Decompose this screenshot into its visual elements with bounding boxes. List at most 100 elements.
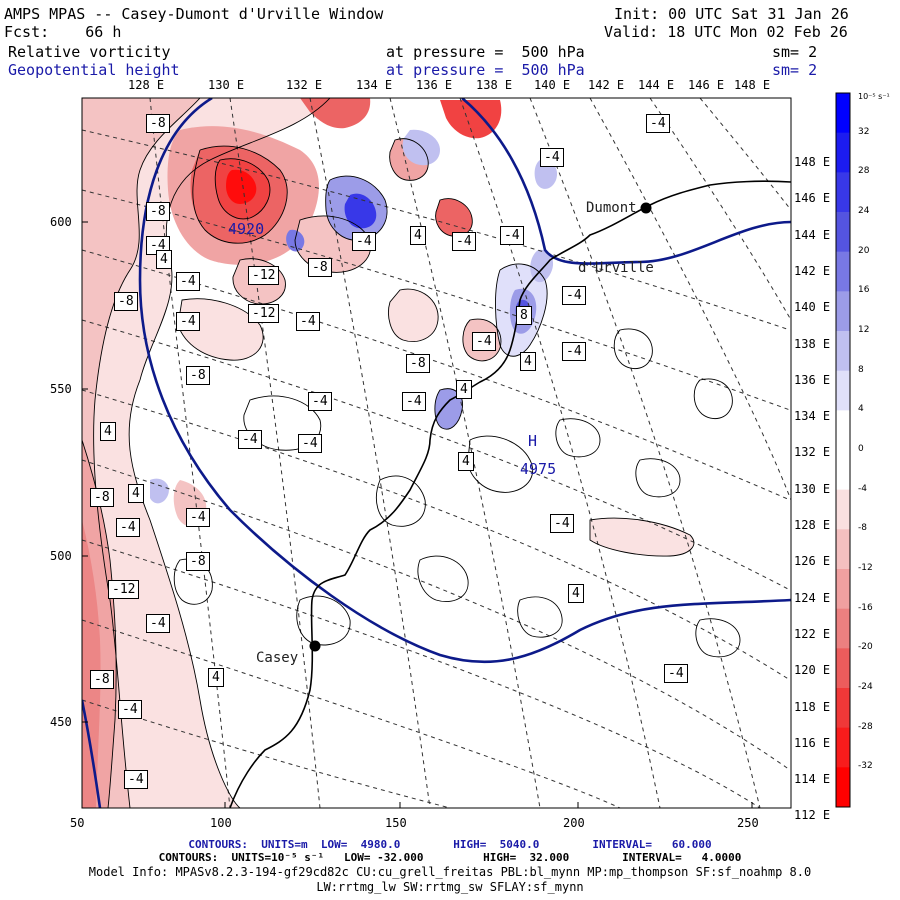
colorbar-tick-label: 8 [858,364,864,375]
colorbar-tick-label: 20 [858,245,870,256]
dumont-label-line1: Dumont [586,200,637,216]
contour-label: -8 [308,258,332,277]
contour-label: 4 [208,668,224,687]
right-longitude-label: 136 E [794,372,831,387]
colorbar-tick-label: 4 [858,404,864,415]
contour-label: -4 [540,148,564,167]
height-label: 4975 [520,460,557,478]
right-longitude-label: 122 E [794,626,831,641]
top-longitude-label: 130 E [208,78,245,92]
right-longitude-label: 148 E [794,155,831,169]
footer-vorticity-contours: CONTOURS: UNITS=10⁻⁵ s⁻¹ LOW= -32.000 HI… [158,851,742,864]
y-axis-label: 550 [50,382,72,396]
forecast-hour: Fcst: 66 h [4,23,122,41]
casey-label: Casey [256,650,299,666]
contour-label: -4 [176,272,200,291]
field2-smoothing: sm= 2 [772,61,818,79]
colorbar-swatch [836,489,850,530]
colorbar-swatch [836,93,850,134]
right-longitude-label: 132 E [794,445,831,460]
contour-label: 4 [156,250,172,269]
colorbar-swatch [836,569,850,610]
top-longitude-label: 144 E [638,78,675,92]
contour-label: -4 [646,114,670,133]
right-longitude-label: 144 E [794,227,831,242]
init-time: Init: 00 UTC Sat 31 Jan 26 [614,5,849,23]
bottom-axis-ticks [81,802,753,808]
top-longitude-label: 140 E [534,78,571,92]
colorbar-tick-label: -4 [858,483,867,494]
field2-name: Geopotential height [8,61,180,79]
map-plot-area [82,98,791,808]
contour-label: -4 [186,508,210,527]
dumont-durville-station-marker [640,202,652,214]
contour-label: -8 [90,488,114,507]
field1-smoothing: sm= 2 [772,43,818,61]
right-longitude-label: 146 E [794,191,831,206]
contour-label: -4 [562,286,586,305]
contour-label: -8 [146,114,170,133]
right-longitude-label: 124 E [794,590,831,605]
colorbar-swatch [836,608,850,649]
contour-label: -12 [248,266,280,285]
footer-model-info: Model Info: MPASv8.2.3-194-gf29cd82c CU:… [88,865,812,879]
height-label: H [528,432,538,450]
contour-label: -8 [146,202,170,221]
right-longitude-label: 128 E [794,518,831,532]
top-longitude-label: 132 E [286,78,323,92]
contour-label: -4 [452,232,476,251]
vorticity-contours [82,98,741,808]
colorbar-swatch [836,172,850,213]
colorbar-swatch [836,132,850,173]
footer-model-info-2: LW:rrtmg_lw SW:rrtmg_sw SFLAY:sf_mynn [316,880,584,894]
field1-level: at pressure = 500 hPa [386,43,585,61]
colorbar-unit-label: 10⁻⁵ s⁻¹ [858,92,890,101]
contour-label: -4 [238,430,262,449]
right-longitude-label: 118 E [794,699,831,714]
contour-label: -4 [118,700,142,719]
coastline [229,180,791,808]
contour-label: 4 [458,452,474,471]
right-longitude-label: 140 E [794,300,831,315]
top-longitude-label: 136 E [416,78,453,92]
colorbar-swatch [836,529,850,570]
colorbar-tick-label: 24 [858,206,870,216]
colorbar-swatch [836,291,850,332]
colorbar-swatch [836,410,850,451]
colorbar-swatch [836,767,850,808]
colorbar-swatch [836,727,850,768]
right-longitude-label: 138 E [794,336,831,351]
contour-label: -4 [124,770,148,789]
colorbar-tick-label: -24 [858,682,873,692]
contour-label: -4 [308,392,332,411]
left-axis-ticks [82,221,88,723]
plot-border [81,97,792,809]
contour-label: -8 [186,552,210,571]
y-axis-label: 450 [50,715,72,729]
contour-label: -4 [402,392,426,411]
colorbar-swatch [836,370,850,411]
dumont-durville-label: Dumont d'Urville [578,158,654,318]
contour-label: -4 [472,332,496,351]
x-axis-label: 100 [210,816,232,830]
contour-label: -4 [550,514,574,533]
contour-label: 4 [568,584,584,603]
colorbar-swatch [836,648,850,689]
colorbar-tick-label: -12 [858,563,873,573]
colorbar [836,93,850,808]
colorbar-swatch [836,688,850,729]
colorbar-tick-label: 28 [858,166,870,177]
top-longitude-label: 148 E [734,78,771,92]
contour-label: 4 [410,226,426,245]
valid-time: Valid: 18 UTC Mon 02 Feb 26 [604,23,848,41]
x-axis-label: 250 [737,816,759,830]
contour-label: -4 [116,518,140,537]
colorbar-tick-label: -20 [858,642,873,653]
top-longitude-label: 128 E [128,78,165,92]
contour-label: -4 [500,226,524,245]
casey-station-marker [309,640,321,652]
contour-label: -8 [406,354,430,373]
field2-level: at pressure = 500 hPa [386,61,585,79]
